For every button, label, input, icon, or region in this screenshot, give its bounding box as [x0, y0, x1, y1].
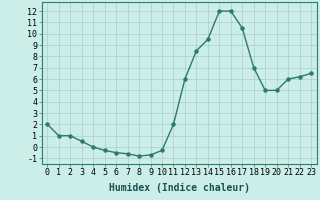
X-axis label: Humidex (Indice chaleur): Humidex (Indice chaleur) [109, 183, 250, 193]
